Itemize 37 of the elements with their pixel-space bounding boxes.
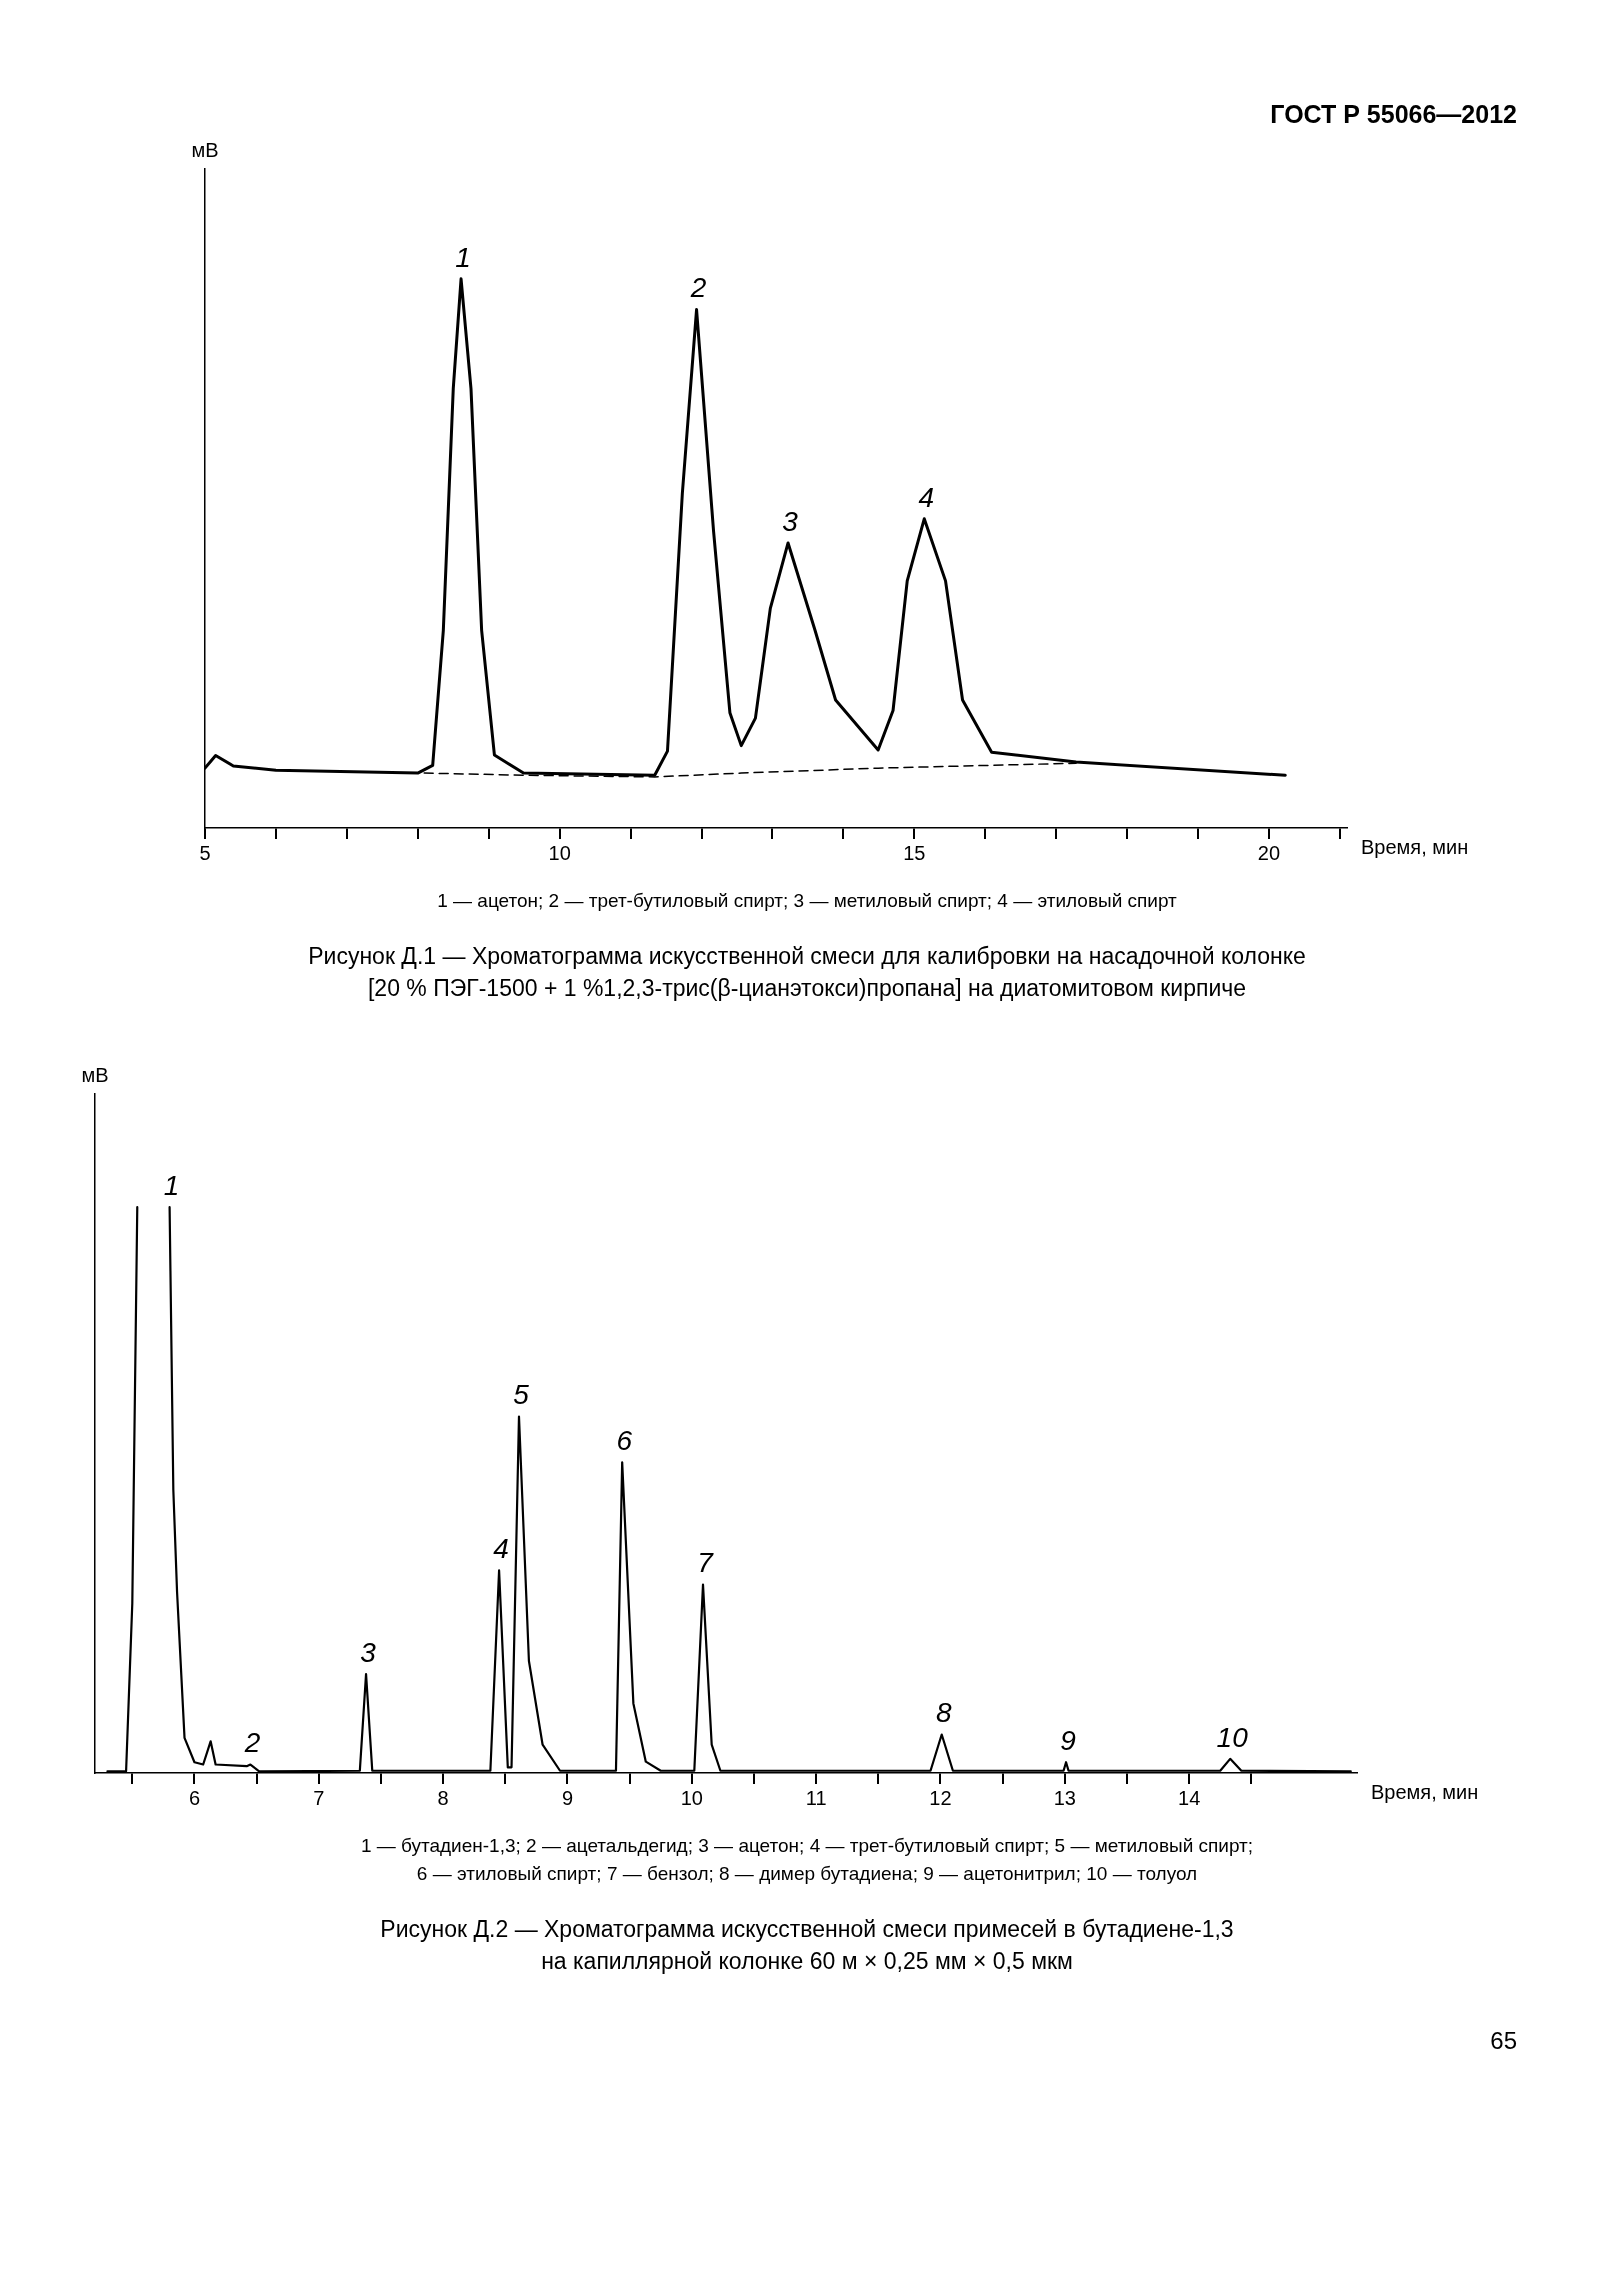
x-tick-label: 13 (1053, 1786, 1076, 1809)
x-axis-title: Время, мин (1371, 1780, 1479, 1803)
annotation: 5 (513, 1379, 530, 1411)
x-tick-label: 7 (313, 1786, 325, 1809)
annotation: 7 (697, 1547, 715, 1579)
annotation: 1 (455, 241, 471, 273)
x-axis-title: Время, мин (1361, 835, 1469, 858)
text: Рисунок Д.2 — Хроматограмма искусственной смеси примесей в бутадиене-1,3 на капиллярной колонке 60 м × 0,25 мм × 0,5 мкм (379, 1914, 1235, 1977)
x-tick-label: 10 (548, 841, 571, 864)
x-tick-label: 15 (903, 841, 926, 864)
annotation: 4 (493, 1533, 509, 1565)
text: 65 (1489, 2027, 1518, 2056)
x-tick-label: 8 (437, 1786, 449, 1809)
x-tick-label: 5 (199, 841, 211, 864)
annotation: 3 (782, 505, 799, 537)
x-tick-label: 14 (1178, 1786, 1201, 1809)
annotation: 3 (360, 1636, 377, 1668)
y-axis-title: мВ (81, 1063, 109, 1086)
text: 1 — ацетон; 2 — трет-бутиловый спирт; 3 — метиловый спирт; 4 — этиловый спирт (436, 889, 1178, 913)
annotation: 6 (616, 1425, 633, 1457)
x-tick-label: 12 (929, 1786, 952, 1809)
text: Рисунок Д.1 — Хроматограмма искусственной смеси для калибровки на насадочной колонке [20 % ПЭГ-1500 + 1 %1,2,3-трис(β-цианэтокси)пропана] на диатомитовом кирпиче (307, 941, 1307, 1003)
text: 1 — бутадиен-1,3; 2 — ацетальдегид; 3 — ацетон; 4 — трет-бутиловый спирт; 5 — метиловый спирт; 6 — этиловый спирт; 7 — бензол; 8 — димер бутадиена; 9 — ацетонитрил; 10 — толуол (359, 1833, 1255, 1887)
annotation: 1 (163, 1169, 180, 1201)
annotation: 2 (243, 1727, 261, 1759)
x-tick-label: 6 (188, 1786, 201, 1809)
x-tick-label: 20 (1257, 841, 1281, 864)
x-tick-label: 10 (680, 1786, 703, 1809)
annotation: 9 (1060, 1724, 1076, 1756)
text: ГОСТ Р 55066—2012 (1269, 100, 1518, 129)
annotation: 4 (918, 481, 935, 513)
annotation: 10 (1216, 1721, 1249, 1753)
x-tick-label: 9 (561, 1786, 574, 1809)
annotation: 8 (935, 1697, 952, 1729)
y-axis-title: мВ (191, 138, 219, 161)
annotation: 2 (689, 272, 707, 304)
x-tick-label: 11 (805, 1786, 827, 1809)
